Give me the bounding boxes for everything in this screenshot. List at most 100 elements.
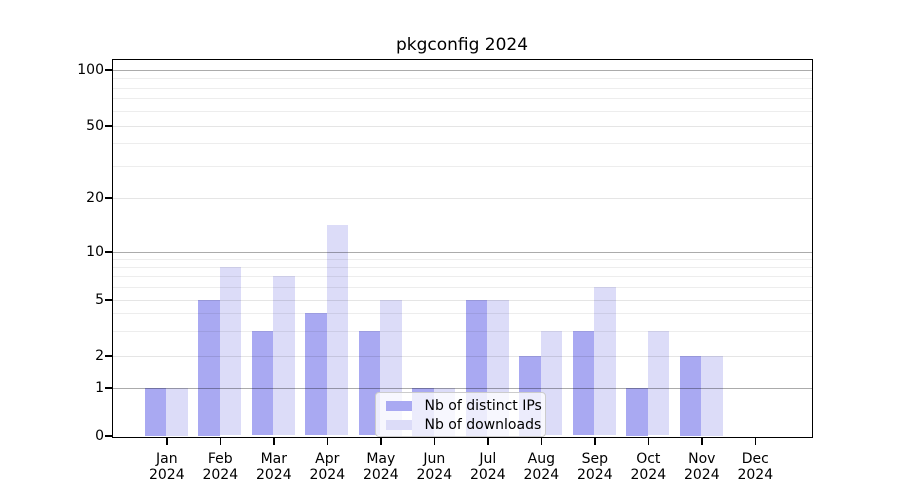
bar-ips-2 (251, 330, 274, 436)
y-tick-mark-50 (105, 125, 112, 127)
x-tick-label-1: Feb 2024 (188, 451, 252, 483)
bar-ips-0 (144, 387, 167, 436)
month-name: Nov (688, 451, 716, 467)
x-tick-mark-6 (487, 437, 489, 445)
bar-downloads-8 (594, 286, 616, 436)
x-tick-mark-9 (647, 437, 650, 445)
gridline-1 (112, 387, 812, 389)
x-tick-label-4: May 2024 (349, 451, 413, 483)
gridline-2 (112, 355, 812, 357)
y-tick-mark-100 (105, 69, 112, 71)
x-tick-label-2: Mar 2024 (242, 451, 306, 483)
x-tick-mark-11 (754, 437, 757, 445)
minor-gridline-80 (112, 87, 812, 89)
month-year: 2024 (576, 467, 613, 483)
y-tick-mark-2 (105, 355, 112, 357)
y-tick-label-10: 10 (86, 244, 104, 260)
bar-ips-9 (626, 387, 648, 436)
gridline-10 (112, 251, 812, 253)
month-name: Jul (479, 451, 497, 467)
minor-gridline-40 (112, 143, 812, 145)
gridline-100 (112, 69, 812, 71)
month-year: 2024 (737, 467, 774, 483)
y-tick-mark-5 (105, 299, 112, 301)
month-name: Apr (315, 451, 340, 467)
legend-row-downloads: Nb of downloads (385, 416, 545, 433)
x-tick-mark-5 (433, 437, 436, 445)
bar-downloads-7 (540, 330, 563, 436)
bar-ips-3 (305, 313, 327, 436)
bar-downloads-1 (219, 266, 242, 436)
plot-area: Nb of distinct IPs Nb of downloads (111, 58, 813, 438)
x-tick-mark-10 (701, 437, 703, 445)
x-tick-mark-7 (540, 437, 543, 445)
x-tick-label-6: Jul 2024 (456, 451, 520, 483)
x-tick-mark-0 (166, 437, 168, 445)
month-name: Sep (581, 451, 608, 467)
bar-downloads-0 (166, 387, 188, 436)
x-tick-mark-4 (380, 437, 382, 445)
month-name: May (366, 451, 396, 467)
y-tick-mark-20 (105, 197, 112, 199)
legend-row-distinct-ips: Nb of distinct IPs (385, 397, 545, 414)
y-tick-label-2: 2 (95, 348, 104, 364)
y-tick-label-50: 50 (86, 118, 104, 134)
y-tick-label-0: 0 (95, 428, 104, 444)
month-year: 2024 (416, 467, 453, 483)
month-name: Oct (636, 451, 661, 467)
legend-swatch-downloads-icon (385, 420, 412, 430)
gridline-5 (112, 299, 812, 301)
legend-label-distinct-ips: Nb of distinct IPs (424, 397, 542, 414)
x-tick-mark-3 (326, 437, 329, 445)
legend-swatch-distinct-ips-icon (385, 401, 412, 411)
chart-title: pkgconfig 2024 (395, 35, 529, 55)
month-year: 2024 (523, 467, 560, 483)
legend-label-downloads: Nb of downloads (424, 416, 542, 433)
x-tick-label-7: Aug 2024 (509, 451, 573, 483)
minor-gridline-9 (112, 258, 812, 260)
minor-gridline-90 (112, 78, 812, 79)
bar-downloads-9 (647, 330, 670, 436)
x-tick-label-9: Oct 2024 (616, 451, 680, 483)
minor-gridline-3 (112, 330, 812, 332)
month-year: 2024 (469, 467, 506, 483)
minor-gridline-7 (112, 276, 812, 278)
legend: Nb of distinct IPs Nb of downloads (374, 391, 546, 437)
month-name: Mar (260, 451, 287, 467)
x-tick-mark-8 (594, 437, 596, 445)
x-tick-label-5: Jun 2024 (402, 451, 466, 483)
month-year: 2024 (362, 467, 399, 483)
bar-downloads-3 (326, 225, 349, 436)
month-year: 2024 (148, 467, 185, 483)
month-name: Dec (741, 451, 769, 467)
bar-downloads-10 (701, 355, 723, 436)
month-year: 2024 (202, 467, 239, 483)
x-tick-label-11: Dec 2024 (723, 451, 787, 483)
y-tick-mark-10 (105, 251, 112, 253)
month-year: 2024 (630, 467, 667, 483)
bar-ips-10 (679, 355, 702, 436)
x-tick-label-0: Jan 2024 (135, 451, 199, 483)
x-tick-mark-1 (219, 437, 222, 445)
minor-gridline-70 (112, 98, 812, 100)
y-tick-label-20: 20 (86, 190, 104, 206)
month-name: Jan (156, 451, 178, 467)
minor-gridline-60 (112, 110, 812, 112)
minor-gridline-8 (112, 266, 812, 268)
minor-gridline-6 (112, 286, 812, 288)
x-tick-label-3: Apr 2024 (295, 451, 359, 483)
x-tick-label-8: Sep 2024 (563, 451, 627, 483)
month-name: Aug (527, 451, 555, 467)
bar-ips-1 (198, 299, 220, 436)
minor-gridline-4 (112, 313, 812, 315)
y-tick-mark-0 (105, 435, 112, 437)
y-tick-label-5: 5 (95, 292, 104, 308)
gridline-20 (112, 197, 812, 199)
month-name: Jun (423, 451, 446, 467)
y-tick-label-1: 1 (95, 380, 104, 396)
y-tick-mark-1 (105, 387, 112, 389)
bar-ips-8 (572, 330, 595, 436)
month-year: 2024 (683, 467, 720, 483)
x-tick-label-10: Nov 2024 (670, 451, 734, 483)
